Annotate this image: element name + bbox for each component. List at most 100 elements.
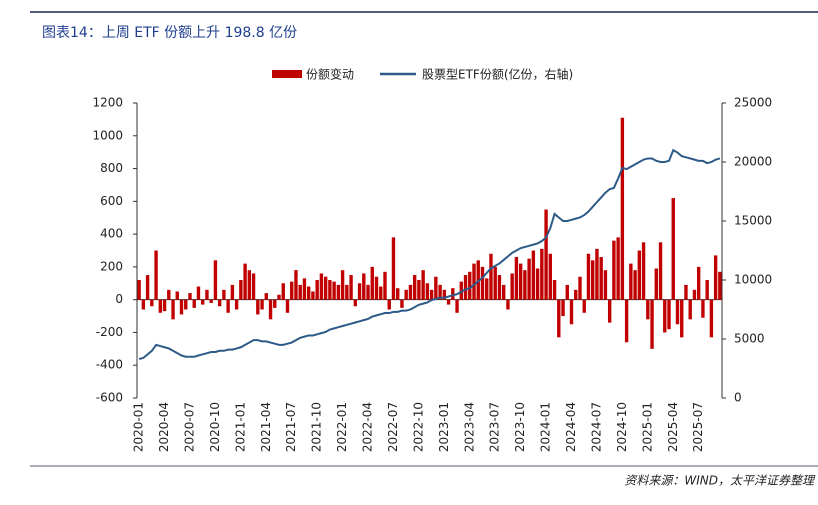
x-tick-label: 2022-01	[335, 402, 349, 452]
y2-tick-label: 10000	[734, 273, 772, 287]
bar	[633, 270, 637, 300]
bar	[171, 299, 175, 320]
y2-tick-label: 15000	[734, 214, 772, 228]
bar	[408, 284, 413, 300]
bar	[158, 299, 163, 313]
bar	[429, 289, 434, 300]
x-tick-label: 2021-10	[310, 402, 324, 452]
chart-title: 图表14：上周 ETF 份额上升 198.8 亿份	[42, 25, 297, 41]
bar	[209, 299, 213, 303]
bar	[239, 280, 243, 300]
bar	[370, 266, 374, 300]
x-tick-label: 2023-01	[437, 402, 451, 452]
bar	[510, 273, 514, 300]
bar	[548, 253, 553, 300]
bar	[582, 299, 586, 313]
bar	[319, 273, 324, 300]
y-tick-label: -600	[96, 391, 123, 405]
bar	[675, 299, 680, 325]
bar	[654, 268, 658, 300]
bar	[514, 257, 519, 300]
x-tick-label: 2022-10	[411, 402, 425, 452]
bar	[518, 263, 523, 300]
bar	[709, 299, 714, 338]
bar	[285, 299, 290, 313]
bar	[167, 289, 171, 300]
bar	[650, 299, 654, 349]
bar	[396, 288, 400, 300]
bar	[586, 253, 591, 300]
bar	[523, 270, 527, 300]
bar	[328, 280, 332, 300]
bar	[306, 286, 311, 300]
bar	[302, 278, 307, 300]
bar	[243, 263, 247, 300]
bar	[349, 275, 353, 300]
y-tick-label: 1000	[92, 128, 123, 142]
bar	[468, 271, 472, 300]
x-tick-label: 2023-07	[488, 402, 502, 452]
bar	[353, 299, 358, 307]
x-tick-label: 2024-01	[539, 402, 553, 452]
bar	[201, 299, 205, 305]
bar	[451, 288, 455, 300]
y-tick-label: -200	[96, 325, 123, 339]
bar	[574, 289, 578, 300]
y-tick-label: 0	[115, 292, 123, 306]
bar	[696, 266, 701, 300]
bar	[607, 299, 612, 323]
bar	[425, 283, 430, 300]
bar	[641, 242, 646, 300]
x-tick-label: 2021-04	[259, 402, 273, 452]
bar	[417, 280, 421, 300]
bar	[264, 293, 268, 300]
bar	[557, 299, 561, 338]
y-tick-label: 400	[100, 227, 123, 241]
bar	[251, 273, 256, 300]
bar	[595, 248, 599, 300]
bar	[162, 299, 167, 312]
bar	[506, 299, 510, 310]
bar	[179, 299, 184, 315]
y-tick-label: 600	[100, 194, 123, 208]
bar	[222, 289, 226, 300]
bar	[332, 281, 336, 300]
bar	[226, 299, 230, 313]
bar	[713, 255, 718, 300]
x-tick-label: 2025-04	[666, 402, 680, 452]
bar	[603, 270, 608, 300]
bar	[535, 268, 540, 300]
bar	[374, 276, 379, 300]
x-tick-label: 2020-01	[132, 402, 146, 452]
bar	[421, 270, 425, 300]
bar	[629, 263, 633, 300]
x-tick-label: 2022-04	[361, 402, 375, 452]
bar	[671, 198, 675, 300]
bar	[489, 253, 493, 300]
x-tick-label: 2024-07	[589, 402, 603, 452]
y-tick-label: 200	[100, 259, 123, 273]
bar	[141, 299, 146, 310]
bar	[718, 271, 722, 300]
bar	[472, 263, 476, 300]
bar	[366, 284, 370, 300]
x-tick-label: 2021-01	[233, 402, 247, 452]
bar	[667, 299, 671, 330]
bar	[391, 237, 396, 300]
bar	[680, 299, 684, 338]
y2-tick-label: 5000	[734, 332, 765, 346]
x-tick-label: 2020-04	[157, 402, 171, 452]
bar	[569, 299, 574, 325]
bar	[620, 117, 625, 300]
bar	[531, 250, 536, 300]
bar	[336, 284, 341, 300]
bar	[213, 260, 218, 300]
bar	[362, 273, 366, 300]
bar	[646, 299, 650, 320]
bar	[485, 278, 489, 300]
bar	[527, 258, 531, 300]
bar	[692, 289, 697, 300]
bar	[501, 284, 506, 300]
bar	[298, 284, 302, 300]
bar	[612, 240, 616, 300]
